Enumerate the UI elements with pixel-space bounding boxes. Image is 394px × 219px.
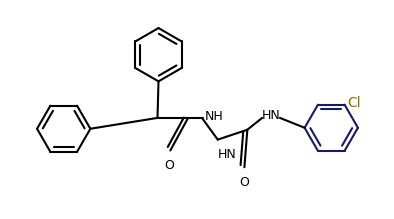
Text: Cl: Cl xyxy=(348,96,361,110)
Text: O: O xyxy=(164,159,174,172)
Text: HN: HN xyxy=(262,110,281,122)
Text: NH: NH xyxy=(205,110,224,123)
Text: O: O xyxy=(240,176,249,189)
Text: HN: HN xyxy=(218,148,236,161)
